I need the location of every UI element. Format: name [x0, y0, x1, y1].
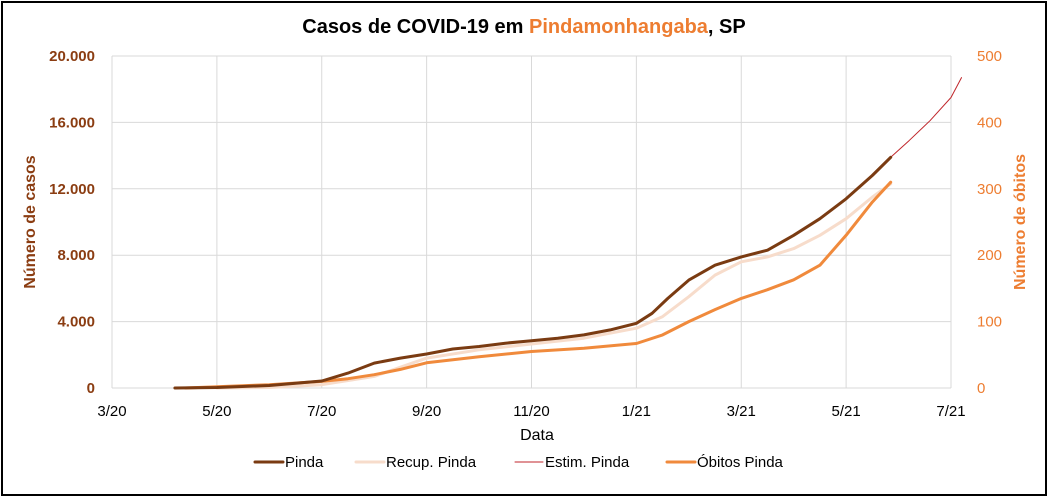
x-tick-label: 9/20 [412, 403, 441, 420]
y-right-axis-title: Número de óbitos [1012, 154, 1029, 290]
chart-title-prefix: Casos de COVID-19 em [302, 16, 529, 38]
x-axis-title: Data [520, 427, 554, 444]
series-line-estim-pinda [890, 77, 962, 158]
x-tick-label: 3/20 [97, 403, 126, 420]
x-tick-label: 7/20 [307, 403, 336, 420]
y-right-tick-label: 400 [977, 114, 1002, 131]
y-right-tick-label: 0 [977, 380, 985, 397]
y-left-tick-label: 20.000 [49, 48, 95, 65]
y-left-tick-label: 12.000 [49, 181, 95, 198]
chart-title: Casos de COVID-19 em Pindamonhangaba, SP [302, 16, 745, 38]
x-tick-label: 5/20 [202, 403, 231, 420]
x-tick-label: 5/21 [832, 403, 861, 420]
series-line-recup-pinda [215, 182, 893, 390]
x-tick-label: 7/21 [936, 403, 965, 420]
y-left-tick-label: 0 [87, 380, 95, 397]
grid [111, 55, 952, 389]
chart-title-suffix: , SP [708, 16, 746, 38]
x-tick-label: 1/21 [622, 403, 651, 420]
y-right-tick-label: 500 [977, 48, 1002, 65]
y-right-tick-label: 300 [977, 181, 1002, 198]
legend-label: Recup. Pinda [386, 454, 477, 471]
series-group [173, 77, 962, 390]
legend: Pinda Recup. Pinda Estim. Pinda Óbitos Pind… [253, 454, 784, 471]
chart-title-highlight: Pindamonhangaba [529, 16, 709, 38]
tick-labels: 0 0 4.000 100 8.000 200 12.000 300 16.000 400 20.0… [49, 48, 1002, 420]
legend-label: Estim. Pinda [545, 454, 630, 471]
y-left-tick-label: 8.000 [57, 247, 95, 264]
y-right-tick-label: 100 [977, 314, 1002, 331]
y-right-tick-label: 200 [977, 247, 1002, 264]
series-line-óbitos-pinda [183, 180, 893, 390]
x-tick-label: 3/21 [727, 403, 756, 420]
x-tick-label: 11/20 [513, 403, 549, 420]
y-left-tick-label: 16.000 [49, 114, 95, 131]
legend-label: Óbitos Pinda [697, 454, 784, 471]
legend-label: Pinda [285, 454, 324, 471]
y-left-tick-label: 4.000 [57, 314, 95, 331]
series-line-pinda [173, 155, 893, 390]
y-left-axis-title: Número de casos [22, 155, 39, 288]
